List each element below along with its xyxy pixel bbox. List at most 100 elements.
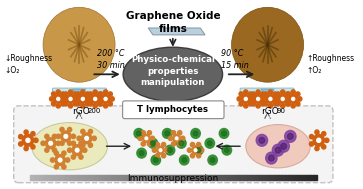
Circle shape [108, 102, 113, 106]
Text: Physico-chemical
properties
manipulation: Physico-chemical properties manipulation [131, 55, 215, 87]
Circle shape [81, 129, 85, 134]
Circle shape [99, 92, 103, 96]
Circle shape [197, 143, 201, 147]
Circle shape [83, 148, 87, 152]
Circle shape [60, 141, 64, 145]
Circle shape [257, 97, 260, 101]
Circle shape [191, 129, 200, 138]
Circle shape [60, 127, 64, 132]
Circle shape [92, 136, 96, 140]
Circle shape [50, 158, 54, 162]
Circle shape [269, 155, 274, 161]
Circle shape [136, 131, 141, 136]
Circle shape [281, 97, 284, 101]
Ellipse shape [246, 125, 310, 168]
Circle shape [171, 142, 176, 146]
Circle shape [49, 141, 53, 145]
Circle shape [256, 90, 260, 94]
Circle shape [168, 136, 172, 140]
Circle shape [175, 137, 178, 140]
Circle shape [110, 97, 114, 101]
Circle shape [264, 102, 268, 106]
Circle shape [45, 138, 56, 149]
Circle shape [66, 158, 70, 162]
Circle shape [259, 137, 265, 143]
Circle shape [241, 94, 250, 103]
Circle shape [322, 132, 326, 136]
Circle shape [49, 97, 54, 101]
Circle shape [72, 145, 82, 156]
Circle shape [281, 104, 285, 108]
Circle shape [268, 104, 273, 108]
Circle shape [159, 149, 162, 152]
Circle shape [34, 138, 38, 143]
Circle shape [66, 94, 75, 103]
Circle shape [89, 92, 93, 96]
Circle shape [52, 92, 56, 96]
Circle shape [219, 129, 229, 138]
Circle shape [249, 97, 254, 101]
Circle shape [165, 131, 170, 136]
Circle shape [179, 155, 189, 165]
Circle shape [248, 102, 253, 106]
Circle shape [239, 92, 243, 96]
Circle shape [309, 135, 314, 139]
Text: ↓Roughness
↓O₂: ↓Roughness ↓O₂ [4, 54, 52, 75]
Circle shape [177, 138, 186, 148]
Circle shape [55, 155, 65, 165]
Circle shape [52, 148, 57, 152]
FancyBboxPatch shape [14, 106, 333, 183]
Circle shape [157, 146, 164, 154]
Circle shape [239, 102, 243, 106]
Circle shape [85, 92, 90, 96]
Circle shape [64, 135, 68, 138]
Circle shape [61, 102, 65, 106]
Circle shape [79, 155, 83, 159]
Circle shape [81, 104, 85, 108]
Circle shape [287, 97, 291, 101]
FancyBboxPatch shape [240, 88, 294, 98]
Ellipse shape [123, 47, 223, 101]
Circle shape [262, 97, 266, 101]
Circle shape [85, 136, 89, 140]
Circle shape [291, 97, 295, 101]
Circle shape [287, 133, 293, 139]
Circle shape [194, 149, 197, 152]
Circle shape [61, 92, 65, 96]
Circle shape [224, 148, 229, 153]
Circle shape [81, 90, 85, 94]
Circle shape [275, 97, 279, 101]
Circle shape [56, 134, 60, 139]
Circle shape [162, 153, 166, 158]
Circle shape [148, 138, 158, 148]
Circle shape [273, 92, 277, 96]
Circle shape [69, 90, 73, 94]
Circle shape [103, 104, 108, 108]
Circle shape [264, 92, 268, 96]
Circle shape [56, 90, 60, 94]
Circle shape [205, 138, 215, 148]
Circle shape [143, 134, 150, 142]
Circle shape [63, 97, 67, 101]
Circle shape [99, 102, 103, 106]
Text: ↑Roughness
↑O₂: ↑Roughness ↑O₂ [306, 54, 355, 75]
Circle shape [181, 136, 185, 140]
Circle shape [68, 141, 72, 145]
Circle shape [162, 129, 172, 138]
Circle shape [68, 148, 72, 152]
Circle shape [71, 155, 76, 159]
Polygon shape [261, 89, 274, 95]
Circle shape [31, 132, 35, 136]
Circle shape [45, 134, 49, 139]
Circle shape [251, 92, 256, 96]
Circle shape [75, 97, 79, 101]
Circle shape [200, 148, 204, 152]
Circle shape [197, 153, 201, 158]
Circle shape [79, 94, 87, 103]
Circle shape [278, 140, 289, 152]
Circle shape [286, 102, 290, 106]
Circle shape [275, 147, 281, 153]
Circle shape [191, 143, 195, 147]
Circle shape [268, 90, 273, 94]
Circle shape [57, 97, 60, 101]
